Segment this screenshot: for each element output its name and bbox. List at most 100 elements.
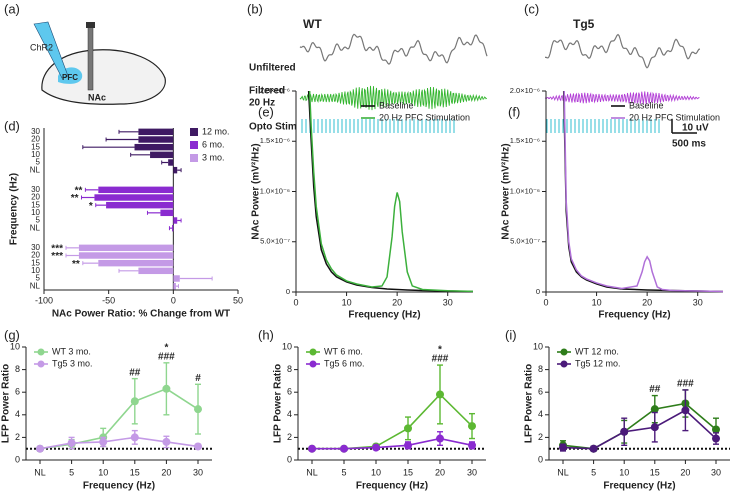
bar	[173, 217, 178, 224]
y-tick-label: 6	[15, 387, 20, 397]
point	[436, 390, 444, 399]
legend-marker	[560, 348, 568, 356]
y-axis-label: NAc Power (mV²/Hz)	[251, 143, 262, 239]
y-tick-label: 15	[31, 258, 40, 267]
point	[194, 405, 202, 414]
row-label: 20 Hz	[249, 98, 275, 109]
y-axis-label: LFP Power Ratio	[524, 364, 535, 443]
y-tick-label: 6	[287, 387, 292, 397]
x-tick-label: 20	[642, 297, 652, 307]
point	[468, 422, 476, 431]
point	[372, 443, 380, 452]
legend-label: WT 3 mo.	[52, 346, 91, 356]
point	[162, 384, 171, 393]
legend-label: Tg5 12 mo.	[575, 358, 621, 368]
y-tick-label: 2	[287, 432, 292, 442]
significance: *	[438, 345, 442, 356]
x-tick-label: 20	[435, 467, 445, 477]
legend-marker	[309, 360, 317, 368]
x-tick-label: -100	[35, 295, 53, 305]
y-tick-label: 1.0×10⁻⁶	[260, 186, 290, 195]
bar	[78, 252, 174, 259]
x-tick-label: 15	[130, 467, 140, 477]
series-line	[39, 387, 199, 450]
y-tick-label: 8	[15, 364, 20, 374]
y-tick-label: 0	[536, 287, 540, 296]
x-axis-label: Frequency (Hz)	[603, 481, 675, 492]
traces: (b) (c) WT Tg5 Unfiltered Filtered 20 Hz…	[247, 1, 709, 149]
y-tick-label: 0	[538, 454, 543, 464]
y-tick-label: 2	[15, 432, 20, 442]
point	[650, 405, 659, 414]
x-tick-label: -50	[102, 295, 115, 305]
y-tick-label: 5.0×10⁻⁷	[510, 237, 540, 246]
legend-marker	[37, 360, 45, 368]
x-tick-label: 0	[543, 297, 548, 307]
point	[620, 427, 629, 436]
panel-label: (h)	[258, 327, 274, 342]
x-tick-label: 30	[193, 467, 203, 477]
bar	[168, 159, 174, 166]
series-line	[39, 436, 199, 450]
series-line	[307, 90, 474, 293]
y-tick-label: 8	[538, 364, 543, 374]
y-tick-label: 10	[533, 341, 543, 351]
x-tick-label: 30	[467, 467, 477, 477]
genotype: WT	[303, 17, 322, 31]
legend-label: Baseline	[379, 100, 414, 110]
y-tick-label: 30	[31, 243, 40, 252]
series-line	[308, 90, 474, 293]
x-tick-label: 10	[371, 467, 381, 477]
legend-swatch	[190, 128, 198, 136]
significance: ###	[677, 379, 694, 390]
y-tick-label: 1.5×10⁻⁶	[260, 136, 290, 145]
point	[589, 444, 598, 453]
legend-swatch	[190, 141, 198, 149]
bar	[98, 259, 174, 267]
nac-label: NAc	[88, 92, 106, 102]
significance: ##	[129, 367, 141, 378]
y-tick-label: 5	[36, 158, 41, 167]
y-tick-label: 10	[31, 208, 40, 217]
genotype: Tg5	[573, 17, 595, 31]
y-tick-label: 15	[31, 200, 40, 209]
point	[712, 434, 720, 443]
x-tick-label: 5	[341, 467, 346, 477]
bar	[160, 209, 174, 217]
x-axis-label: NAc Power Ratio: % Change from WT	[52, 309, 230, 320]
significance: ##	[649, 384, 661, 395]
x-axis-label: Frequency (Hz)	[598, 310, 670, 321]
bar	[150, 151, 174, 159]
row-label: Filtered	[249, 86, 285, 97]
panel-label: (a)	[4, 1, 20, 16]
x-tick-label: 15	[650, 467, 660, 477]
point	[468, 441, 476, 450]
point	[130, 433, 139, 442]
y-axis-label: NAc Power (mV²/Hz)	[501, 143, 512, 239]
bar	[138, 267, 174, 275]
legend-label: 12 mo.	[202, 126, 230, 136]
y-tick-label: 0	[286, 287, 290, 296]
point	[650, 423, 659, 432]
legend-label: 3 mo.	[202, 152, 225, 162]
electrode	[87, 23, 94, 91]
legend-swatch	[190, 154, 198, 162]
x-tick-label: 30	[443, 297, 453, 307]
y-tick-label: 8	[287, 364, 292, 374]
bar	[78, 244, 174, 252]
panel-label: (e)	[258, 104, 274, 119]
point	[681, 406, 690, 415]
x-tick-label: NL	[306, 467, 318, 477]
panel-label: (g)	[4, 327, 20, 342]
y-axis-label: LFP Power Ratio	[1, 364, 12, 443]
point	[162, 437, 171, 446]
row-label: Opto Stim	[249, 122, 297, 133]
panel-label: (d)	[4, 118, 20, 133]
filtered-trace	[544, 91, 700, 105]
bar	[173, 282, 176, 290]
point	[99, 437, 108, 446]
legend-label: Tg5 3 mo.	[52, 358, 93, 368]
legend-marker	[309, 348, 317, 356]
y-tick-label: 1.5×10⁻⁶	[510, 136, 540, 145]
